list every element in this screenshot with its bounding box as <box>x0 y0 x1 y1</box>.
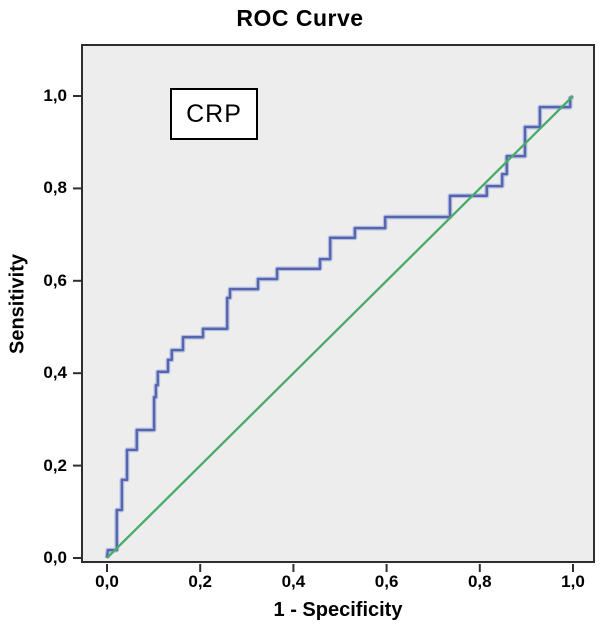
plot-panel <box>81 44 595 563</box>
x-tick-label: 1,0 <box>561 572 585 591</box>
y-tick-label: 0,0 <box>43 548 67 567</box>
y-tick-label: 1,0 <box>43 86 67 105</box>
x-tick-label: 0,4 <box>281 572 306 591</box>
y-tick-label: 0,6 <box>43 270 67 290</box>
x-tick-label: 0,6 <box>374 572 399 591</box>
y-tick-label: 0,2 <box>43 455 67 475</box>
chart-title: ROC Curve <box>236 5 364 31</box>
y-axis-title: Sensitivity <box>6 253 29 355</box>
y-tick-label: 0,8 <box>43 178 67 198</box>
x-axis-title: 1 - Specificity <box>273 599 403 621</box>
series-label-box: CRP <box>170 88 258 140</box>
y-tick-label: 0,4 <box>43 363 67 383</box>
x-tick-label: 0,0 <box>95 572 119 591</box>
x-tick-label: 0,2 <box>188 572 212 591</box>
series-label: CRP <box>186 99 242 128</box>
x-tick-label: 0,8 <box>467 572 492 591</box>
